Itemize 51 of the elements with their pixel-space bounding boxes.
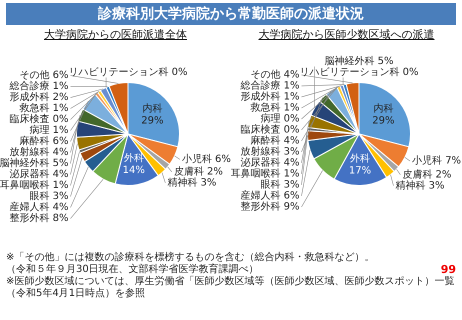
slice-label: 耳鼻咽喉科 1% [0, 179, 68, 192]
slice-label: 皮膚科 2% [174, 166, 223, 178]
slice-label: 脳神経外科 5% [324, 55, 394, 68]
slice-label: 産婦人科 6% [240, 190, 300, 202]
slice-label: 病理 1% [29, 124, 68, 136]
text: 診療科別大学病院から常勤医師の派遣状況 [6, 3, 456, 25]
slice-label: 小児科 7% [412, 154, 462, 167]
text: ※「その他」には複数の診療科を標榜するものを含む（総合内科・救急科など）。 [6, 252, 374, 264]
slice-label: 麻酔科 4% [250, 134, 300, 147]
data-label: 29% [372, 116, 395, 127]
slice-label: 内科 [373, 102, 394, 115]
category-label: 臨床検査 0% [9, 114, 68, 126]
slice-label: 総合診療 1% [239, 80, 300, 92]
slice-label: 形成外科 2% [9, 91, 68, 104]
slice-label: 眼科 3% [260, 178, 300, 191]
slice-label: 精神科 3% [167, 176, 216, 189]
slice-label: 眼科 3% [29, 190, 68, 202]
slice-label: 整形外科 9% [240, 200, 300, 213]
category-label: 病理 0% [260, 114, 300, 125]
data-label: 29% [141, 116, 164, 127]
category-label: リハビリテーション科 0% [68, 67, 188, 78]
slice-label: 皮膚科 2% [402, 168, 452, 180]
slice-label: 外科 [350, 152, 370, 164]
data-label: 14% [122, 164, 145, 176]
slice-label: 精神科 3% [395, 179, 445, 192]
slice-label: 形成外科 1% [240, 90, 300, 103]
slice-label: 放射線科 4% [9, 146, 68, 158]
slice-label: 救急科 1% [249, 102, 300, 114]
slice-label: 総合診療 1% [8, 80, 68, 92]
slice-label: 整形外科 8% [9, 212, 68, 224]
category-label: 臨床検査 0% [240, 124, 300, 136]
slice-label: 耳鼻咽喉科 1% [230, 168, 300, 180]
category-label: リハビリテーション科 0% [299, 67, 419, 78]
slice-label: 内科 [142, 102, 162, 115]
chart-title: 大学病院から医師少数区域への派遣 [258, 28, 436, 42]
slice-label: 麻酔科 6% [19, 135, 68, 148]
slice-label: その他 6% [19, 69, 68, 82]
slice-label: 小児科 6% [182, 152, 231, 165]
slice-label: 泌尿器科 4% [240, 156, 300, 169]
text: ※医師少数区域については、厚生労働省「医師少数区域等（医師少数区域、医師少数スポット）一覧（令和5年4月1日時点）を参照 [6, 276, 456, 300]
slice-label: 外科 [124, 152, 144, 164]
slice-label: 放射線科 3% [240, 146, 300, 158]
slice-label: 泌尿器科 4% [9, 168, 68, 180]
slice-label: 救急科 1% [18, 102, 68, 114]
slice-label: 脳神経外科 5% [0, 157, 68, 170]
data-label: 17% [348, 165, 372, 176]
slice-label: その他 4% [250, 68, 300, 81]
text: （令和５年９月30日現在、文部科学省医学教育課調べ） [6, 264, 259, 276]
text: 99 [440, 263, 456, 276]
slice-label: 産婦人科 4% [9, 201, 68, 214]
chart-title: 大学病院からの医師派遣全体 [43, 28, 188, 42]
